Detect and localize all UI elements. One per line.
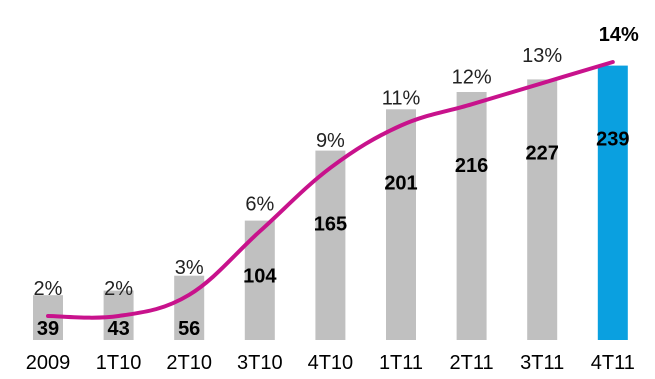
category-labels: 2009 1T10 2T10 3T10 4T10 1T11 2T11 3T11 4T11 bbox=[26, 352, 635, 374]
bar-value-label: 165 bbox=[314, 214, 347, 236]
percent-label: 6% bbox=[245, 193, 274, 215]
percent-labels: 2% 2% 3% 6% 9% 11% 12% 13% 14% bbox=[34, 24, 639, 300]
category-label: 2009 bbox=[26, 352, 71, 374]
bar-value-label: 227 bbox=[526, 142, 559, 164]
percent-label: 11% bbox=[382, 88, 421, 110]
bar-value-label: 39 bbox=[37, 318, 59, 340]
percent-label: 12% bbox=[452, 66, 492, 88]
percent-label: 3% bbox=[175, 257, 204, 279]
category-label: 1T11 bbox=[379, 352, 423, 374]
bar-4T10 bbox=[315, 150, 346, 340]
bars-group bbox=[33, 65, 628, 341]
category-label: 3T11 bbox=[520, 352, 564, 374]
bar-value-label: 201 bbox=[384, 172, 417, 194]
percent-label: 9% bbox=[316, 130, 345, 152]
percent-label: 2% bbox=[34, 278, 63, 300]
category-label: 3T10 bbox=[237, 352, 283, 374]
bar-value-label: 56 bbox=[178, 318, 200, 340]
bar-value-labels: 39 43 56 104 165 201 216 227 239 bbox=[37, 129, 630, 340]
bar-value-label: 216 bbox=[455, 155, 488, 177]
percent-label: 13% bbox=[522, 45, 562, 67]
line-group bbox=[46, 60, 615, 320]
percent-label: 2% bbox=[104, 278, 133, 300]
bar-1T11 bbox=[386, 109, 416, 340]
bar-value-label: 43 bbox=[107, 318, 129, 340]
category-label: 2T11 bbox=[450, 352, 494, 374]
bar-3T11 bbox=[527, 79, 558, 341]
category-label: 1T10 bbox=[96, 352, 142, 374]
bar-value-label: 104 bbox=[243, 266, 277, 288]
bar-4T11 bbox=[597, 65, 628, 340]
percent-line bbox=[46, 60, 615, 320]
category-label: 4T11 bbox=[591, 352, 635, 374]
bar-value-label: 239 bbox=[596, 129, 629, 151]
category-label: 4T10 bbox=[308, 352, 354, 374]
bar-2T11 bbox=[456, 92, 487, 340]
percent-label: 14% bbox=[599, 24, 639, 46]
category-label: 2T10 bbox=[166, 352, 212, 374]
